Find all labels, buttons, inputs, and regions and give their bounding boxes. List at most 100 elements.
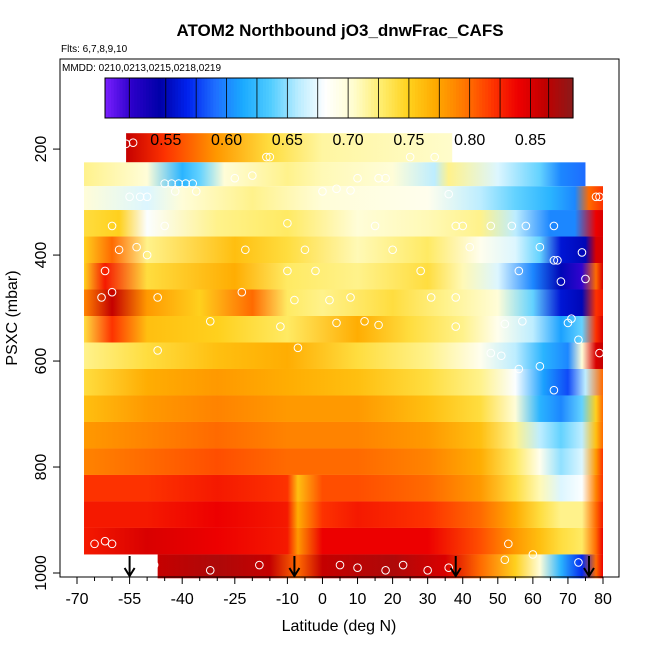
colorbar-segment: [391, 78, 396, 118]
heat-layer-390: [84, 236, 604, 264]
colorbar-segment: [148, 78, 153, 118]
observation-point: [114, 245, 124, 255]
colorbar-segment: [262, 78, 267, 118]
x-tick-label: 50: [489, 591, 507, 608]
colorbar-segment: [154, 78, 159, 118]
observation-point: [486, 348, 496, 358]
y-axis: 200 400 600 800 1000: [33, 136, 60, 591]
colorbar-segment: [219, 78, 223, 118]
observation-point: [230, 173, 240, 183]
observation-point: [405, 152, 415, 162]
colorbar-segment: [125, 78, 129, 118]
colorbar-segment: [178, 78, 182, 118]
colorbar-tick-label: 0.85: [515, 132, 546, 149]
colorbar-segment: [505, 78, 510, 118]
colorbar-segment: [514, 78, 519, 118]
observation-point: [325, 295, 334, 305]
colorbar-segment: [175, 78, 179, 118]
observation-point: [370, 221, 380, 231]
colorbar-segment: [105, 78, 109, 118]
colorbar-segment: [137, 78, 141, 118]
colorbar-segment: [552, 78, 557, 118]
colorbar: [104, 77, 574, 119]
colorbar-segment: [122, 78, 127, 118]
colorbar-segment: [166, 78, 170, 118]
colorbar-segment: [353, 78, 358, 118]
colorbar-segment: [412, 78, 416, 118]
observation-point: [507, 221, 517, 231]
colorbar-segment: [458, 78, 463, 118]
heat-layer-290: [84, 186, 604, 211]
x-tick-label: 20: [384, 591, 402, 608]
colorbar-segment: [116, 78, 121, 118]
colorbar-tick-label: 0.80: [454, 132, 485, 149]
observation-point: [346, 293, 355, 302]
colorbar-segment: [268, 78, 273, 118]
colorbar-segment: [341, 78, 346, 118]
colorbar-segment: [502, 78, 507, 118]
observation-point: [444, 189, 454, 199]
colorbar-tick-label: 0.70: [333, 132, 364, 149]
observation-point: [549, 385, 559, 395]
observation-point: [293, 343, 303, 353]
x-tick-label: -55: [118, 591, 141, 608]
colorbar-segment: [210, 78, 214, 118]
observation-point: [149, 560, 159, 570]
colorbar-segment: [128, 78, 132, 118]
colorbar-segment: [435, 78, 440, 118]
colorbar-segment: [222, 78, 226, 118]
colorbar-segment: [385, 78, 390, 118]
observation-point: [426, 293, 436, 302]
observation-point: [553, 256, 562, 265]
observation-point: [241, 245, 250, 255]
colorbar-segment: [537, 78, 542, 118]
colorbar-segment: [283, 78, 287, 118]
colorbar-segment: [236, 78, 241, 118]
x-tick-label: -70: [65, 591, 88, 608]
colorbar-segment: [482, 78, 486, 118]
colorbar-segment: [374, 78, 378, 118]
observation-point: [125, 192, 134, 202]
colorbar-segment: [303, 78, 308, 118]
observation-point: [388, 245, 397, 255]
colorbar-segment: [201, 78, 206, 118]
observation-point: [381, 173, 390, 183]
colorbar-segment: [207, 78, 211, 118]
colorbar-segment: [306, 78, 311, 118]
colorbar-segment: [336, 78, 340, 118]
colorbar-segment: [529, 78, 533, 118]
colorbar-segment: [257, 78, 261, 118]
colorbar-segment: [198, 78, 203, 118]
observation-point: [353, 563, 362, 573]
observation-point: [153, 346, 162, 355]
profile-arrow-head: [288, 567, 301, 578]
colorbar-segment: [432, 78, 437, 118]
x-tick-label: 70: [559, 591, 577, 608]
colorbar-segment: [496, 78, 501, 118]
observation-point: [167, 179, 176, 188]
colorbar-segment: [488, 78, 492, 118]
colorbar-segment: [523, 78, 527, 118]
observation-point: [128, 138, 138, 148]
observation-points: [90, 138, 604, 575]
profile-arrows: [123, 556, 595, 578]
observation-point: [100, 266, 110, 276]
observation-point: [283, 266, 292, 276]
colorbar-segment: [397, 78, 402, 118]
colorbar-segment: [242, 78, 246, 118]
colorbar-segment: [438, 78, 442, 118]
colorbar-segment: [195, 78, 200, 118]
colorbar-segment: [382, 78, 387, 118]
observation-point: [535, 362, 545, 371]
observation-point: [97, 293, 106, 302]
colorbar-segment: [420, 78, 425, 118]
observation-point: [574, 558, 583, 567]
x-tick-label: 60: [524, 591, 542, 608]
observation-point: [205, 566, 215, 575]
colorbar-segment: [558, 78, 562, 118]
colorbar-segment: [292, 78, 296, 118]
colorbar-labels: 0.55 0.60 0.65 0.70 0.75 0.80 0.85: [150, 132, 546, 149]
colorbar-segment: [561, 78, 565, 118]
observation-point: [500, 319, 510, 329]
observation-point: [574, 335, 583, 345]
